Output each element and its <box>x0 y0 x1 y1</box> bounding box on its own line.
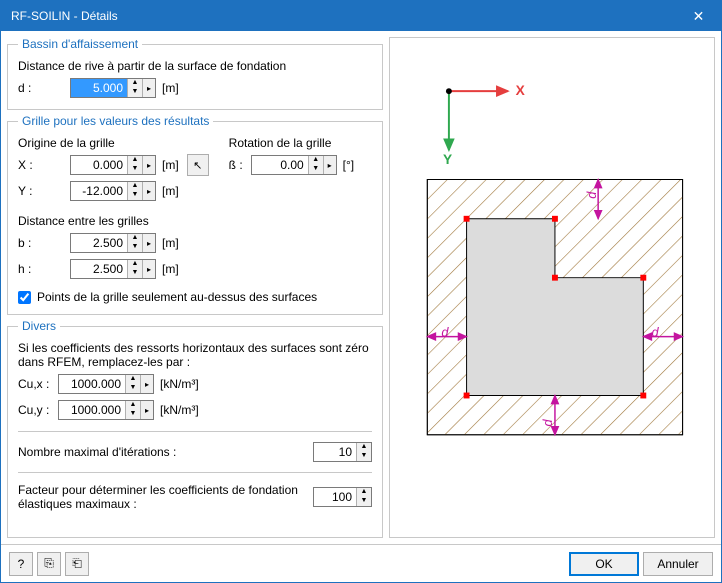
x-input[interactable] <box>71 156 127 174</box>
y-updown[interactable]: ▲▼ <box>127 182 142 200</box>
cuy-updown[interactable]: ▲▼ <box>125 401 140 419</box>
defaults-button[interactable]: ⎗ <box>65 552 89 576</box>
group-bassin-legend: Bassin d'affaissement <box>18 37 142 51</box>
cuy-dropdown[interactable]: ▸ <box>140 401 153 419</box>
factor-input[interactable] <box>314 488 356 506</box>
iter-spinner[interactable]: ▲▼ <box>313 442 372 462</box>
group-grille-legend: Grille pour les valeurs des résultats <box>18 114 213 128</box>
defaults-icon: ⎗ <box>72 556 82 571</box>
bassin-label: Distance de rive à partir de la surface … <box>18 59 372 73</box>
origine-label: Origine de la grille <box>18 136 209 150</box>
close-icon: ✕ <box>693 8 705 25</box>
cux-spinner[interactable]: ▲▼ ▸ <box>58 374 154 394</box>
group-divers-legend: Divers <box>18 319 60 333</box>
iter-input[interactable] <box>314 443 356 461</box>
d-spinner[interactable]: ▲▼ ▸ <box>70 78 156 98</box>
left-panel: Bassin d'affaissement Distance de rive à… <box>7 37 383 538</box>
help-icon: ? <box>18 557 25 571</box>
y-dropdown[interactable]: ▸ <box>142 182 155 200</box>
y-spinner[interactable]: ▲▼ ▸ <box>70 181 156 201</box>
d-dropdown[interactable]: ▸ <box>142 79 155 97</box>
y-unit: [m] <box>162 184 179 198</box>
b-updown[interactable]: ▲▼ <box>127 234 142 252</box>
b-unit: [m] <box>162 236 179 250</box>
svg-text:d: d <box>540 419 555 427</box>
units-icon: ⎘ <box>44 556 54 571</box>
diagram-svg: X Yd d d d <box>390 38 714 537</box>
factor-updown[interactable]: ▲▼ <box>356 488 371 506</box>
group-divers: Divers Si les coefficients des ressorts … <box>7 319 383 538</box>
b-spinner[interactable]: ▲▼ ▸ <box>70 233 156 253</box>
units-button[interactable]: ⎘ <box>37 552 61 576</box>
close-button[interactable]: ✕ <box>676 1 721 31</box>
cancel-label: Annuler <box>657 557 698 571</box>
ok-label: OK <box>595 557 612 571</box>
h-updown[interactable]: ▲▼ <box>127 260 142 278</box>
cancel-button[interactable]: Annuler <box>643 552 713 576</box>
y-label: Y : <box>18 184 40 198</box>
cux-unit: [kN/m³] <box>160 377 199 391</box>
beta-updown[interactable]: ▲▼ <box>308 156 323 174</box>
dialog-window: RF-SOILIN - Détails ✕ Bassin d'affaissem… <box>0 0 722 583</box>
factor-label: Facteur pour déterminer les coefficients… <box>18 483 313 511</box>
x-dropdown[interactable]: ▸ <box>142 156 155 174</box>
beta-unit: [°] <box>343 158 354 172</box>
svg-text:Y: Y <box>443 152 452 167</box>
grid-above-surfaces-checkbox[interactable] <box>18 291 31 304</box>
h-label: h : <box>18 262 40 276</box>
x-unit: [m] <box>162 158 179 172</box>
cux-updown[interactable]: ▲▼ <box>125 375 140 393</box>
d-input[interactable] <box>71 79 127 97</box>
beta-input[interactable] <box>252 156 308 174</box>
cuy-input[interactable] <box>59 401 125 419</box>
cux-label: Cu,x : <box>18 377 58 391</box>
cuy-label: Cu,y : <box>18 403 58 417</box>
b-input[interactable] <box>71 234 127 252</box>
svg-text:X: X <box>516 83 526 98</box>
pick-point-button[interactable]: ↖ <box>187 154 209 176</box>
distance-label: Distance entre les grilles <box>18 214 372 228</box>
beta-spinner[interactable]: ▲▼ ▸ <box>251 155 337 175</box>
help-button[interactable]: ? <box>9 552 33 576</box>
cuy-unit: [kN/m³] <box>160 403 199 417</box>
beta-label: ß : <box>229 158 251 172</box>
b-label: b : <box>18 236 40 250</box>
ok-button[interactable]: OK <box>569 552 639 576</box>
group-bassin: Bassin d'affaissement Distance de rive à… <box>7 37 383 110</box>
cu-intro: Si les coefficients des ressorts horizon… <box>18 341 372 369</box>
h-input[interactable] <box>71 260 127 278</box>
svg-text:d: d <box>441 325 449 340</box>
iter-label: Nombre maximal d'itérations : <box>18 445 313 459</box>
d-updown[interactable]: ▲▼ <box>127 79 142 97</box>
window-title: RF-SOILIN - Détails <box>11 9 676 23</box>
group-grille: Grille pour les valeurs des résultats Or… <box>7 114 383 315</box>
h-dropdown[interactable]: ▸ <box>142 260 155 278</box>
svg-text:d: d <box>584 191 599 199</box>
svg-text:d: d <box>652 325 660 340</box>
diagram-panel: X Yd d d d <box>389 37 715 538</box>
d-unit: [m] <box>162 81 179 95</box>
titlebar: RF-SOILIN - Détails ✕ <box>1 1 721 31</box>
beta-dropdown[interactable]: ▸ <box>323 156 336 174</box>
grid-checkbox-label: Points de la grille seulement au-dessus … <box>37 290 317 304</box>
cux-dropdown[interactable]: ▸ <box>140 375 153 393</box>
h-spinner[interactable]: ▲▼ ▸ <box>70 259 156 279</box>
y-input[interactable] <box>71 182 127 200</box>
cursor-icon: ↖ <box>193 159 202 172</box>
cux-input[interactable] <box>59 375 125 393</box>
factor-spinner[interactable]: ▲▼ <box>313 487 372 507</box>
dialog-body: Bassin d'affaissement Distance de rive à… <box>1 31 721 544</box>
h-unit: [m] <box>162 262 179 276</box>
iter-updown[interactable]: ▲▼ <box>356 443 371 461</box>
cuy-spinner[interactable]: ▲▼ ▸ <box>58 400 154 420</box>
b-dropdown[interactable]: ▸ <box>142 234 155 252</box>
dialog-footer: ? ⎘ ⎗ OK Annuler <box>1 544 721 582</box>
x-updown[interactable]: ▲▼ <box>127 156 142 174</box>
d-label: d : <box>18 81 40 95</box>
x-spinner[interactable]: ▲▼ ▸ <box>70 155 156 175</box>
rotation-label: Rotation de la grille <box>229 136 372 150</box>
x-label: X : <box>18 158 40 172</box>
